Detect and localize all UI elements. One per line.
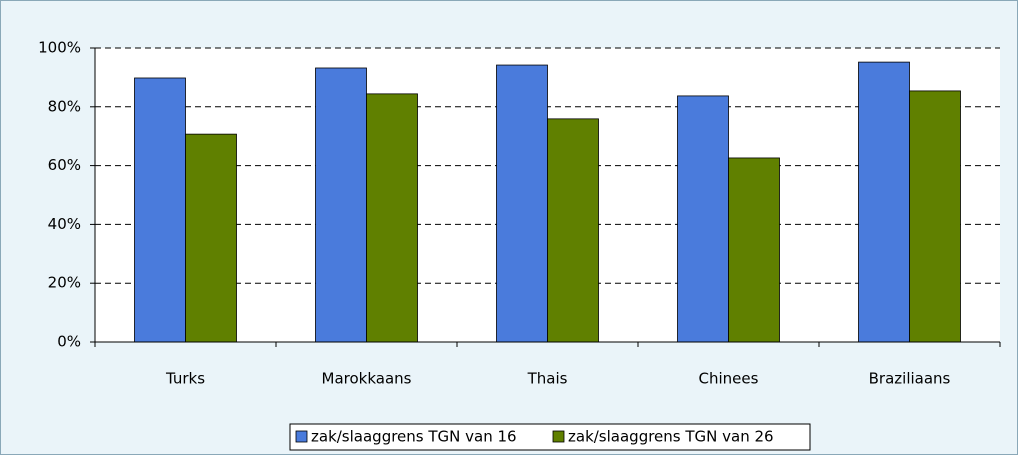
- legend-label: zak/slaaggrens TGN van 16: [311, 428, 517, 446]
- x-tick-label: Chinees: [699, 370, 759, 388]
- x-tick-label: Marokkaans: [322, 370, 412, 388]
- bar: [547, 118, 599, 343]
- bar: [315, 67, 367, 343]
- y-tick-label: 0%: [57, 333, 81, 351]
- bar: [677, 95, 729, 343]
- bar: [134, 77, 186, 343]
- y-tick-label: 40%: [48, 215, 81, 233]
- y-tick-label: 100%: [38, 39, 81, 57]
- legend-swatch: [552, 430, 565, 443]
- x-tick-label: Thais: [527, 370, 568, 388]
- legend-box: [289, 423, 811, 451]
- bar: [728, 157, 780, 343]
- bar: [185, 133, 237, 343]
- y-tick-label: 60%: [48, 156, 81, 174]
- x-tick-label: Turks: [165, 370, 205, 388]
- bar: [909, 90, 961, 343]
- y-tick-label: 80%: [48, 97, 81, 115]
- bar: [858, 61, 910, 343]
- legend-swatch: [295, 430, 308, 443]
- x-tick-label: Braziliaans: [869, 370, 951, 388]
- bar: [496, 64, 548, 343]
- bar: [366, 93, 418, 343]
- y-tick-label: 20%: [48, 274, 81, 292]
- legend-label: zak/slaaggrens TGN van 26: [568, 428, 774, 446]
